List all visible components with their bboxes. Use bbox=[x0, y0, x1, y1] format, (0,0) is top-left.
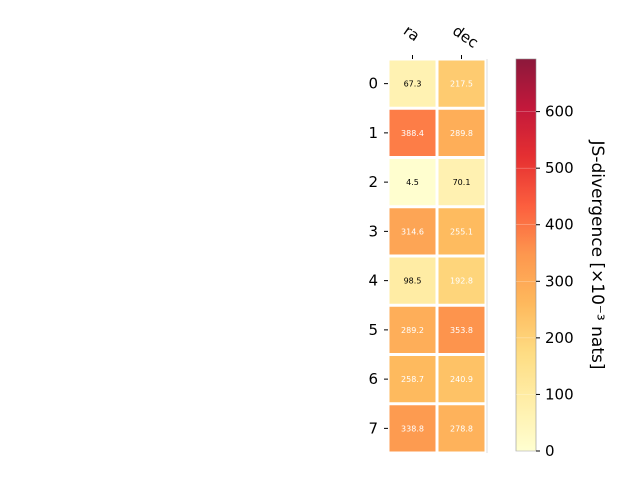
row-tick-label: 1 bbox=[368, 124, 378, 142]
cell-value-label: 314.6 bbox=[401, 227, 424, 236]
row-tick-label: 2 bbox=[368, 173, 378, 191]
colorbar-tick-label: 100 bbox=[545, 385, 574, 403]
column-tick-label: ra bbox=[400, 22, 423, 46]
cell-value-label: 4.5 bbox=[406, 178, 419, 187]
heatmap-cell-r0-c0 bbox=[389, 60, 436, 107]
colorbar-tick-label: 300 bbox=[545, 272, 574, 290]
colorbar-tick-label: 200 bbox=[545, 329, 574, 347]
cell-value-label: 67.3 bbox=[404, 80, 422, 89]
row-tick-labels: 0 1 2 3 4 5 6 7 bbox=[368, 75, 388, 437]
heatmap-cell-r1-c1 bbox=[438, 109, 485, 156]
column-tick-labels: ra dec bbox=[400, 22, 482, 59]
cell-value-label: 289.8 bbox=[450, 129, 473, 138]
heatmap-cell-r1-c0 bbox=[389, 109, 436, 156]
colorbar-label: JS-divergence [×10⁻³ nats] bbox=[587, 140, 607, 370]
heatmap-cell-r6-c0 bbox=[389, 356, 436, 403]
heatmap-cell-r4-c0 bbox=[389, 257, 436, 304]
heatmap-cell-r7-c1 bbox=[438, 405, 485, 452]
row-tick-label: 4 bbox=[368, 272, 378, 290]
colorbar-tick-label: 0 bbox=[545, 442, 555, 460]
cell-value-label: 388.4 bbox=[401, 129, 424, 138]
cell-value-label: 192.8 bbox=[450, 277, 473, 286]
row-tick-label: 6 bbox=[368, 370, 378, 388]
heatmap-cell-r2-c1 bbox=[438, 159, 485, 206]
row-tick-label: 3 bbox=[368, 222, 378, 240]
heatmap-cell-r0-c1 bbox=[438, 60, 485, 107]
cell-value-label: 258.7 bbox=[401, 375, 424, 384]
heatmap-cell-r3-c1 bbox=[438, 208, 485, 255]
heatmap-cell-r7-c0 bbox=[389, 405, 436, 452]
colorbar-gradient bbox=[515, 58, 537, 452]
heatmap-cell-r5-c1 bbox=[438, 306, 485, 353]
cell-value-label: 338.8 bbox=[401, 424, 424, 433]
row-tick-label: 0 bbox=[368, 75, 378, 93]
cell-value-label: 240.9 bbox=[450, 375, 473, 384]
colorbar: 0 100 200 300 400 500 600 JS-divergence [×10⁻³… bbox=[515, 58, 607, 460]
heatmap-grid: 67.3 217.5 388.4 289.8 4.5 70.1 314.6 255.1 98.5… bbox=[389, 59, 488, 453]
colorbar-tick-label: 500 bbox=[545, 159, 574, 177]
row-tick-label: 5 bbox=[368, 321, 378, 339]
cell-value-label: 98.5 bbox=[404, 277, 422, 286]
cell-value-label: 353.8 bbox=[450, 326, 473, 335]
cell-value-label: 278.8 bbox=[450, 424, 473, 433]
cell-value-label: 70.1 bbox=[453, 178, 471, 187]
heatmap-cell-r3-c0 bbox=[389, 208, 436, 255]
heatmap-cell-r2-c0 bbox=[389, 159, 436, 206]
heatmap-cell-r6-c1 bbox=[438, 356, 485, 403]
heatmap-cell-r5-c0 bbox=[389, 306, 436, 353]
colorbar-ticks: 0 100 200 300 400 500 600 bbox=[516, 103, 574, 460]
cell-value-label: 255.1 bbox=[450, 227, 473, 236]
row-tick-label: 7 bbox=[368, 419, 378, 437]
cell-value-label: 289.2 bbox=[401, 326, 424, 335]
column-tick-label: dec bbox=[449, 22, 481, 52]
colorbar-tick-label: 600 bbox=[545, 103, 574, 121]
colorbar-tick-label: 400 bbox=[545, 216, 574, 234]
heatmap-cell-r4-c1 bbox=[438, 257, 485, 304]
cell-value-label: 217.5 bbox=[450, 80, 473, 89]
